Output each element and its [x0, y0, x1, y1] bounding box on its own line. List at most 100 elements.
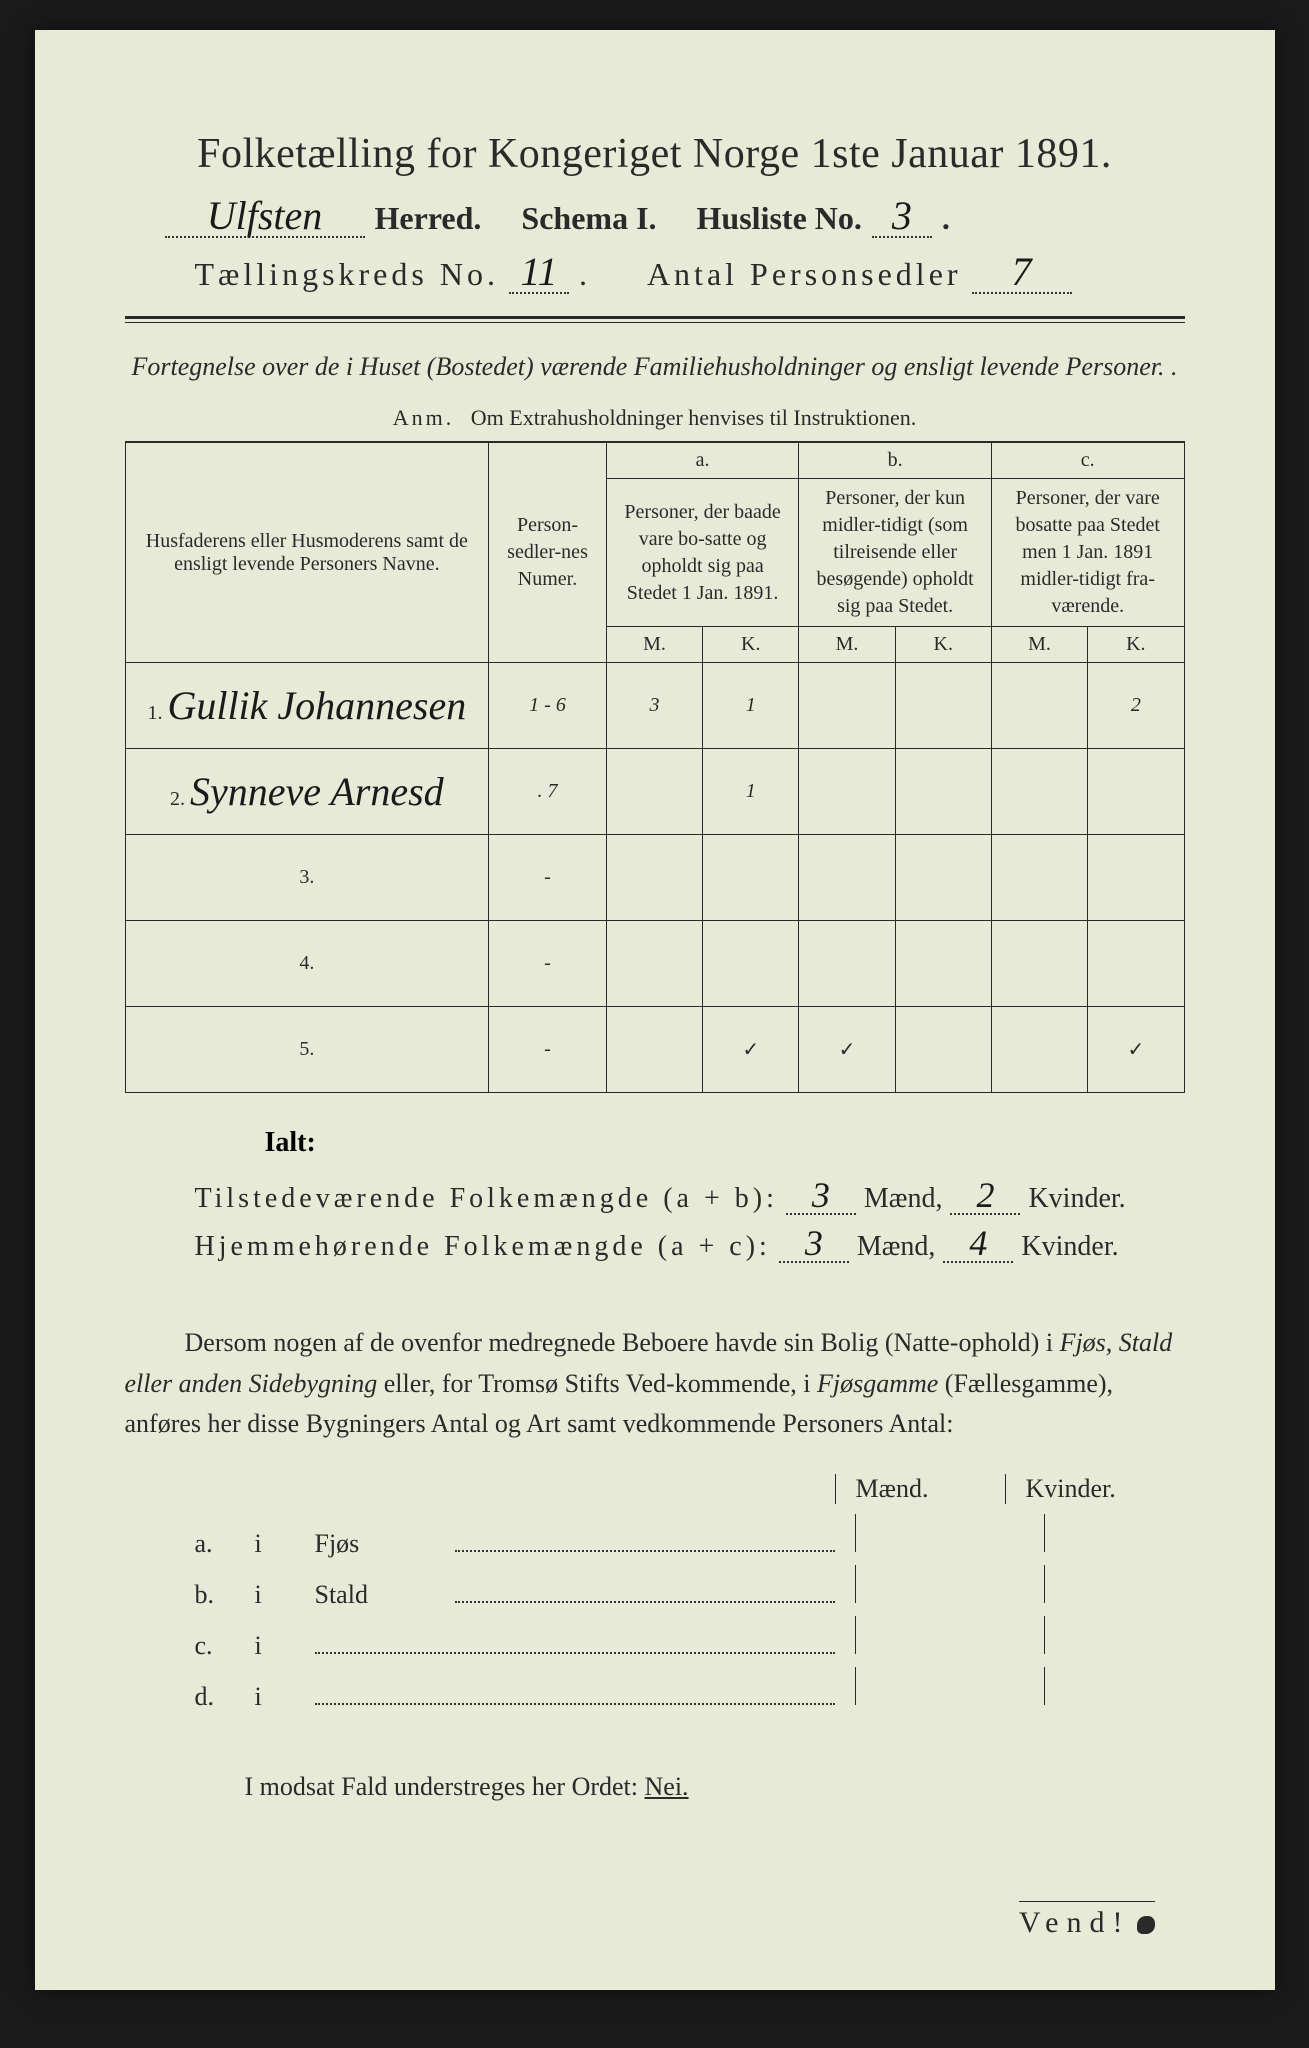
col-b-m: M. — [799, 627, 895, 663]
kreds-value: 11 — [509, 252, 569, 294]
bld-i: i — [255, 1682, 315, 1712]
modsat-line: I modsat Fald understreges her Ordet: Ne… — [245, 1772, 1185, 1802]
cell — [799, 835, 895, 921]
row-num: 1. — [147, 702, 162, 724]
col-c-m: M. — [991, 627, 1087, 663]
table-row: 4. - — [125, 921, 1184, 1007]
cell — [606, 835, 702, 921]
building-row: d. i — [195, 1667, 1185, 1712]
summary-1-k: 2 — [950, 1177, 1020, 1215]
census-form-page: Folketælling for Kongeriget Norge 1ste J… — [35, 30, 1275, 1990]
col-names-text: Husfaderens eller Husmoderens samt de en… — [146, 530, 468, 575]
cell — [1088, 835, 1184, 921]
cell — [895, 749, 991, 835]
bld-i: i — [255, 1631, 315, 1661]
summary-2-k: 4 — [943, 1225, 1013, 1263]
table-row: 5. - ✓ ✓ ✓ — [125, 1007, 1184, 1093]
bld-name: Stald — [315, 1580, 455, 1610]
row-name: Gullik Johannesen — [167, 683, 466, 728]
kvinder-label: Kvinder. — [1028, 1183, 1125, 1215]
dotted-line — [315, 1699, 835, 1705]
summary-line-2: Hjemmehørende Folkemængde (a + c): 3 Mæn… — [195, 1225, 1185, 1263]
row-num-cell: - — [489, 1007, 607, 1093]
group-c-text: Personer, der vare bosatte paa Stedet me… — [991, 479, 1184, 627]
vline — [855, 1514, 856, 1552]
vline — [1044, 1565, 1045, 1603]
subtitle: Fortegnelse over de i Huset (Bostedet) v… — [125, 349, 1185, 385]
cell — [895, 835, 991, 921]
cell: ✓ — [799, 1007, 895, 1093]
bld-letter: b. — [195, 1580, 255, 1610]
row-name-cell: 3. — [125, 835, 489, 921]
cell: ✓ — [1088, 1007, 1184, 1093]
table-header-row-1: Husfaderens eller Husmoderens samt de en… — [125, 443, 1184, 479]
row-name: Synneve Arnesd — [190, 769, 444, 814]
cell — [799, 663, 895, 749]
cell — [1088, 749, 1184, 835]
summary-2-label: Hjemmehørende Folkemængde (a + c): — [195, 1231, 771, 1263]
row-num-cell: - — [489, 835, 607, 921]
bld-name: Fjøs — [315, 1529, 455, 1559]
cell — [991, 921, 1087, 1007]
cell — [895, 663, 991, 749]
row-num: 4. — [299, 952, 314, 974]
cell — [799, 921, 895, 1007]
building-row: b. i Stald — [195, 1565, 1185, 1610]
kreds-label: Tællingskreds No. — [195, 256, 499, 293]
page-title: Folketælling for Kongeriget Norge 1ste J… — [125, 130, 1185, 178]
vend-text: Vend! — [1019, 1906, 1131, 1939]
row-name-cell: 2. Synneve Arnesd — [125, 749, 489, 835]
bld-i: i — [255, 1580, 315, 1610]
cell — [606, 921, 702, 1007]
vline — [855, 1565, 856, 1603]
cell: 2 — [1088, 663, 1184, 749]
row-num: 2. — [170, 788, 185, 810]
vline — [1044, 1514, 1045, 1552]
husliste-label: Husliste No. — [697, 200, 862, 237]
divider — [125, 316, 1185, 323]
cell — [991, 749, 1087, 835]
vline — [1044, 1667, 1045, 1705]
herred-value: Ulfsten — [165, 196, 365, 238]
summary-2-m: 3 — [779, 1225, 849, 1263]
building-row: a. i Fjøs — [195, 1514, 1185, 1559]
modsat-nei: Nei. — [645, 1772, 689, 1801]
cell — [895, 1007, 991, 1093]
bld-letter: c. — [195, 1631, 255, 1661]
group-b-letter: b. — [799, 443, 992, 479]
cell: 1 — [703, 663, 799, 749]
summary-1-label: Tilstedeværende Folkemængde (a + b): — [195, 1183, 778, 1215]
group-b-text: Personer, der kun midler-tidigt (som til… — [799, 479, 992, 627]
col-names-header: Husfaderens eller Husmoderens samt de en… — [125, 443, 489, 663]
summary-1-m: 3 — [786, 1177, 856, 1215]
row-num-cell: - — [489, 921, 607, 1007]
col-a-k: K. — [703, 627, 799, 663]
header-line-2: Ulfsten Herred. Schema I. Husliste No. 3… — [125, 196, 1185, 238]
group-a-letter: a. — [606, 443, 799, 479]
dotted-line — [455, 1546, 835, 1552]
anm-text: Om Extrahusholdninger henvises til Instr… — [471, 405, 916, 430]
row-num: 5. — [299, 1038, 314, 1060]
cell: ✓ — [703, 1007, 799, 1093]
group-c-letter: c. — [991, 443, 1184, 479]
para-text: eller, for Tromsø Stifts Ved-kommende, i — [377, 1369, 817, 1398]
cell — [703, 835, 799, 921]
row-num: 3. — [299, 866, 314, 888]
group-a-text: Personer, der baade vare bo-satte og oph… — [606, 479, 799, 627]
row-num-cell: 1 - 6 — [489, 663, 607, 749]
row-name-cell: 4. — [125, 921, 489, 1007]
table-row: 2. Synneve Arnesd . 7 1 — [125, 749, 1184, 835]
row-num-cell: . 7 — [489, 749, 607, 835]
bld-kvinder-header: Kvinder. — [1005, 1474, 1175, 1504]
building-paragraph: Dersom nogen af de ovenfor medregnede Be… — [125, 1323, 1185, 1444]
summary-line-1: Tilstedeværende Folkemængde (a + b): 3 M… — [195, 1177, 1185, 1215]
modsat-text: I modsat Fald understreges her Ordet: — [245, 1772, 645, 1801]
dotted-line — [455, 1597, 835, 1603]
vline — [855, 1616, 856, 1654]
cell: 3 — [606, 663, 702, 749]
cell — [895, 921, 991, 1007]
cell: 1 — [703, 749, 799, 835]
building-row: c. i — [195, 1616, 1185, 1661]
kvinder-label: Kvinder. — [1021, 1231, 1118, 1263]
vend-label: Vend! — [1019, 1901, 1155, 1940]
